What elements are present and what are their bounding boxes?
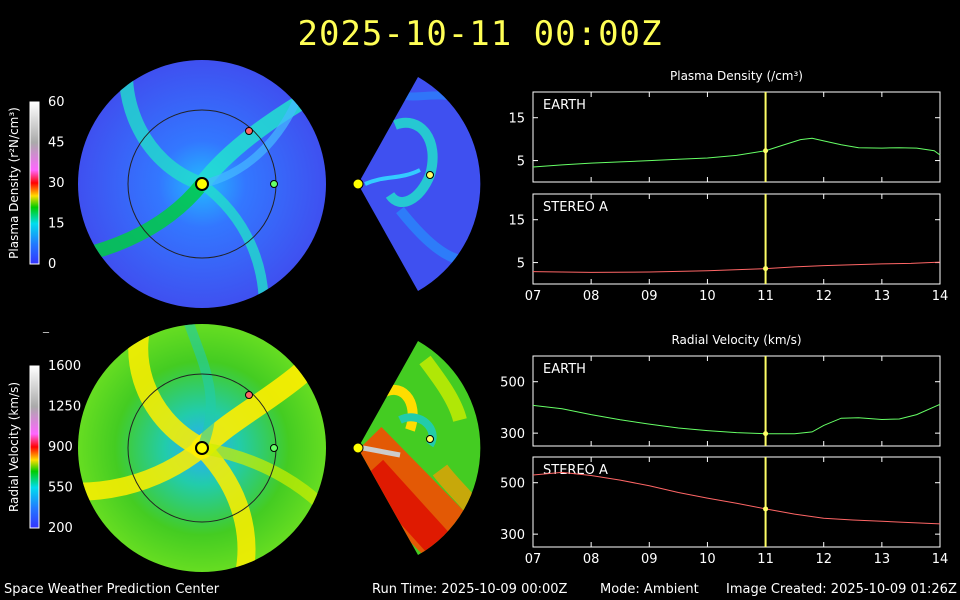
x-tick-label: 11 (757, 552, 774, 567)
sun-icon (352, 178, 364, 190)
x-tick-label: 07 (525, 552, 542, 567)
velocity-colorbar-gradient (29, 365, 40, 529)
current-value-marker (763, 431, 769, 437)
density-colorbar-label: Plasma Density (r²N/cm³) (7, 107, 21, 259)
panel-separator: _ (42, 319, 50, 333)
density-colorbar: Plasma Density (r²N/cm³) 60 45 30 15 0 (7, 95, 65, 272)
density-meridional-map (352, 77, 481, 291)
timeseries-panel: STEREO A 300 500 07 08 09 10 11 12 13 14 (500, 456, 949, 567)
sun-icon (352, 442, 364, 454)
earth-marker (270, 180, 278, 188)
panel-label: EARTH (543, 362, 586, 377)
current-value-marker (763, 266, 769, 272)
colorbar-tick-label: 0 (48, 257, 56, 272)
forecast-timestamp: 2025-10-11 00:00Z (297, 14, 663, 54)
series-line (532, 471, 941, 525)
current-value-marker (763, 148, 769, 154)
colorbar-tick-label: 200 (48, 521, 73, 536)
timeseries-chart: Radial Velocity (km/s)EARTH300500STEREO … (500, 333, 948, 567)
x-tick-label: 10 (699, 552, 716, 567)
y-tick-label: 500 (500, 477, 525, 492)
colorbar-tick-label: 1250 (48, 400, 81, 415)
panel-label: EARTH (543, 98, 586, 113)
colorbar-tick-label: 60 (48, 95, 65, 110)
panel-frame (532, 193, 941, 285)
y-tick-label: 300 (500, 528, 525, 543)
footer-created: Image Created: 2025-10-09 01:26Z (726, 582, 957, 597)
panel-frame (532, 456, 941, 548)
x-tick-label: 11 (757, 289, 774, 304)
series-line (532, 137, 941, 168)
y-tick-label: 500 (500, 376, 525, 391)
earth-marker (426, 435, 434, 443)
x-tick-label: 14 (932, 552, 949, 567)
y-tick-label: 300 (500, 427, 525, 442)
x-tick-label: 12 (815, 289, 832, 304)
colorbar-tick-label: 550 (48, 481, 73, 496)
velocity-meridional-map (352, 341, 481, 555)
velocity-colorbar-label: Radial Velocity (km/s) (7, 382, 21, 512)
density-colorbar-gradient (29, 101, 40, 265)
timeseries-chart: Plasma Density (/cm³) EARTH 5 15 STEREO A 5 15… (508, 69, 948, 304)
chart-title: Radial Velocity (km/s) (671, 333, 801, 347)
sun-icon (195, 441, 209, 455)
density-ecliptic-map (78, 60, 326, 308)
y-tick-label: 5 (517, 155, 525, 170)
x-tick-label: 09 (641, 552, 658, 567)
x-tick-label: 12 (815, 552, 832, 567)
colorbar-tick-label: 900 (48, 440, 73, 455)
panel-frame (532, 91, 941, 183)
panel-label: STEREO A (543, 200, 608, 215)
x-tick-label: 07 (525, 289, 542, 304)
x-tick-label: 10 (699, 289, 716, 304)
footer-run-time: Run Time: 2025-10-09 00:00Z (372, 582, 568, 597)
chart-title: Plasma Density (/cm³) (670, 69, 803, 83)
earth-marker (270, 444, 278, 452)
velocity-ecliptic-map (78, 324, 326, 572)
velocity-colorbar: Radial Velocity (km/s) 1600 1250 900 550 200 (7, 359, 81, 536)
colorbar-tick-label: 15 (48, 217, 65, 232)
current-value-marker (763, 506, 769, 512)
y-tick-label: 15 (508, 214, 525, 229)
colorbar-tick-label: 30 (48, 176, 65, 191)
colorbar-tick-label: 1600 (48, 359, 81, 374)
x-tick-label: 08 (583, 552, 600, 567)
x-tick-label: 13 (874, 289, 891, 304)
timeseries-panel: EARTH 300 500 (500, 355, 941, 447)
series-line (532, 403, 941, 435)
y-tick-label: 5 (517, 257, 525, 272)
earth-marker (426, 171, 434, 179)
y-tick-label: 15 (508, 112, 525, 127)
panel-label: STEREO A (543, 463, 608, 478)
x-tick-label: 14 (932, 289, 949, 304)
x-tick-label: 13 (874, 552, 891, 567)
x-tick-label: 08 (583, 289, 600, 304)
colorbar-tick-label: 45 (48, 136, 65, 151)
footer-mode: Mode: Ambient (600, 582, 699, 597)
timeseries-charts: Plasma Density (/cm³) EARTH 5 15 STEREO A 5 15… (500, 69, 948, 567)
timeseries-panel: STEREO A 5 15 07 08 09 10 11 12 13 14 (508, 193, 949, 304)
footer-org: Space Weather Prediction Center (4, 582, 220, 597)
stereo-a-marker (245, 391, 253, 399)
panel-frame (532, 355, 941, 447)
timeseries-panel: EARTH 5 15 (508, 91, 941, 183)
sun-icon (195, 177, 209, 191)
series-line (532, 261, 941, 273)
stereo-a-marker (245, 127, 253, 135)
x-tick-label: 09 (641, 289, 658, 304)
